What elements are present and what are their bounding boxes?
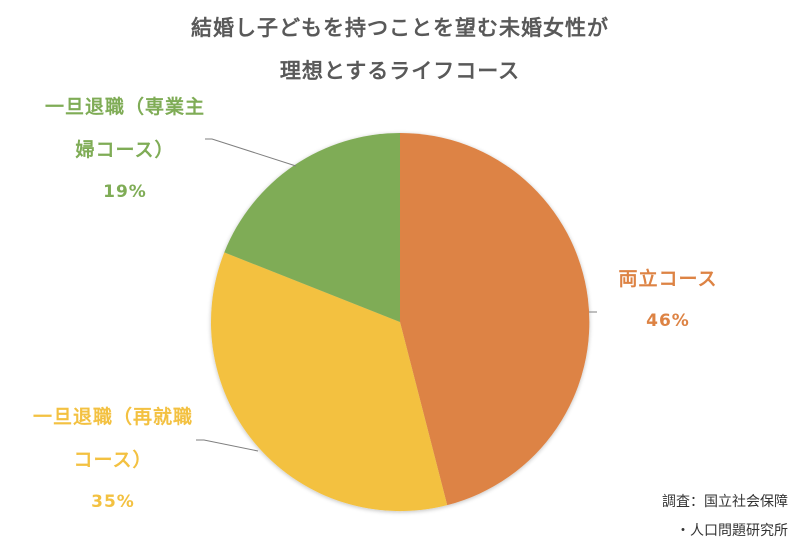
label-text-line-2: 婦コース） <box>75 139 175 161</box>
label-percent: 19% <box>103 182 147 202</box>
source-line-1: 調査：国立社会保障 <box>662 494 788 510</box>
label-percent: 35% <box>91 492 135 512</box>
label-text-line-1: 一旦退職（専業主 <box>44 96 205 118</box>
slice-sengyoshufu <box>224 133 400 322</box>
label-text-line-1: 両立コース <box>618 268 718 290</box>
label-percent: 46% <box>646 311 690 331</box>
chart-title-line-2: 理想とするライフコース <box>279 59 521 83</box>
chart-title-line-1: 結婚し子どもを持つことを望む未婚女性が <box>191 16 609 40</box>
leader-line-yellow <box>196 439 259 452</box>
data-label-ryoritsu: 両立コース 46% <box>598 258 738 341</box>
slice-saishushoku <box>210 252 448 512</box>
label-text-line-1: 一旦退職（再就職 <box>32 406 193 428</box>
slice-ryoritsu <box>400 132 590 506</box>
data-label-sengyoshufu: 一旦退職（専業主 婦コース） 19% <box>20 86 230 212</box>
leader-line-green <box>205 138 297 167</box>
source-note: 調査：国立社会保障 ・人口問題研究所 <box>662 488 788 546</box>
label-text-line-2: コース） <box>73 449 153 471</box>
data-label-saishushoku: 一旦退職（再就職 コース） 35% <box>8 396 218 522</box>
source-line-2: ・人口問題研究所 <box>676 523 788 539</box>
